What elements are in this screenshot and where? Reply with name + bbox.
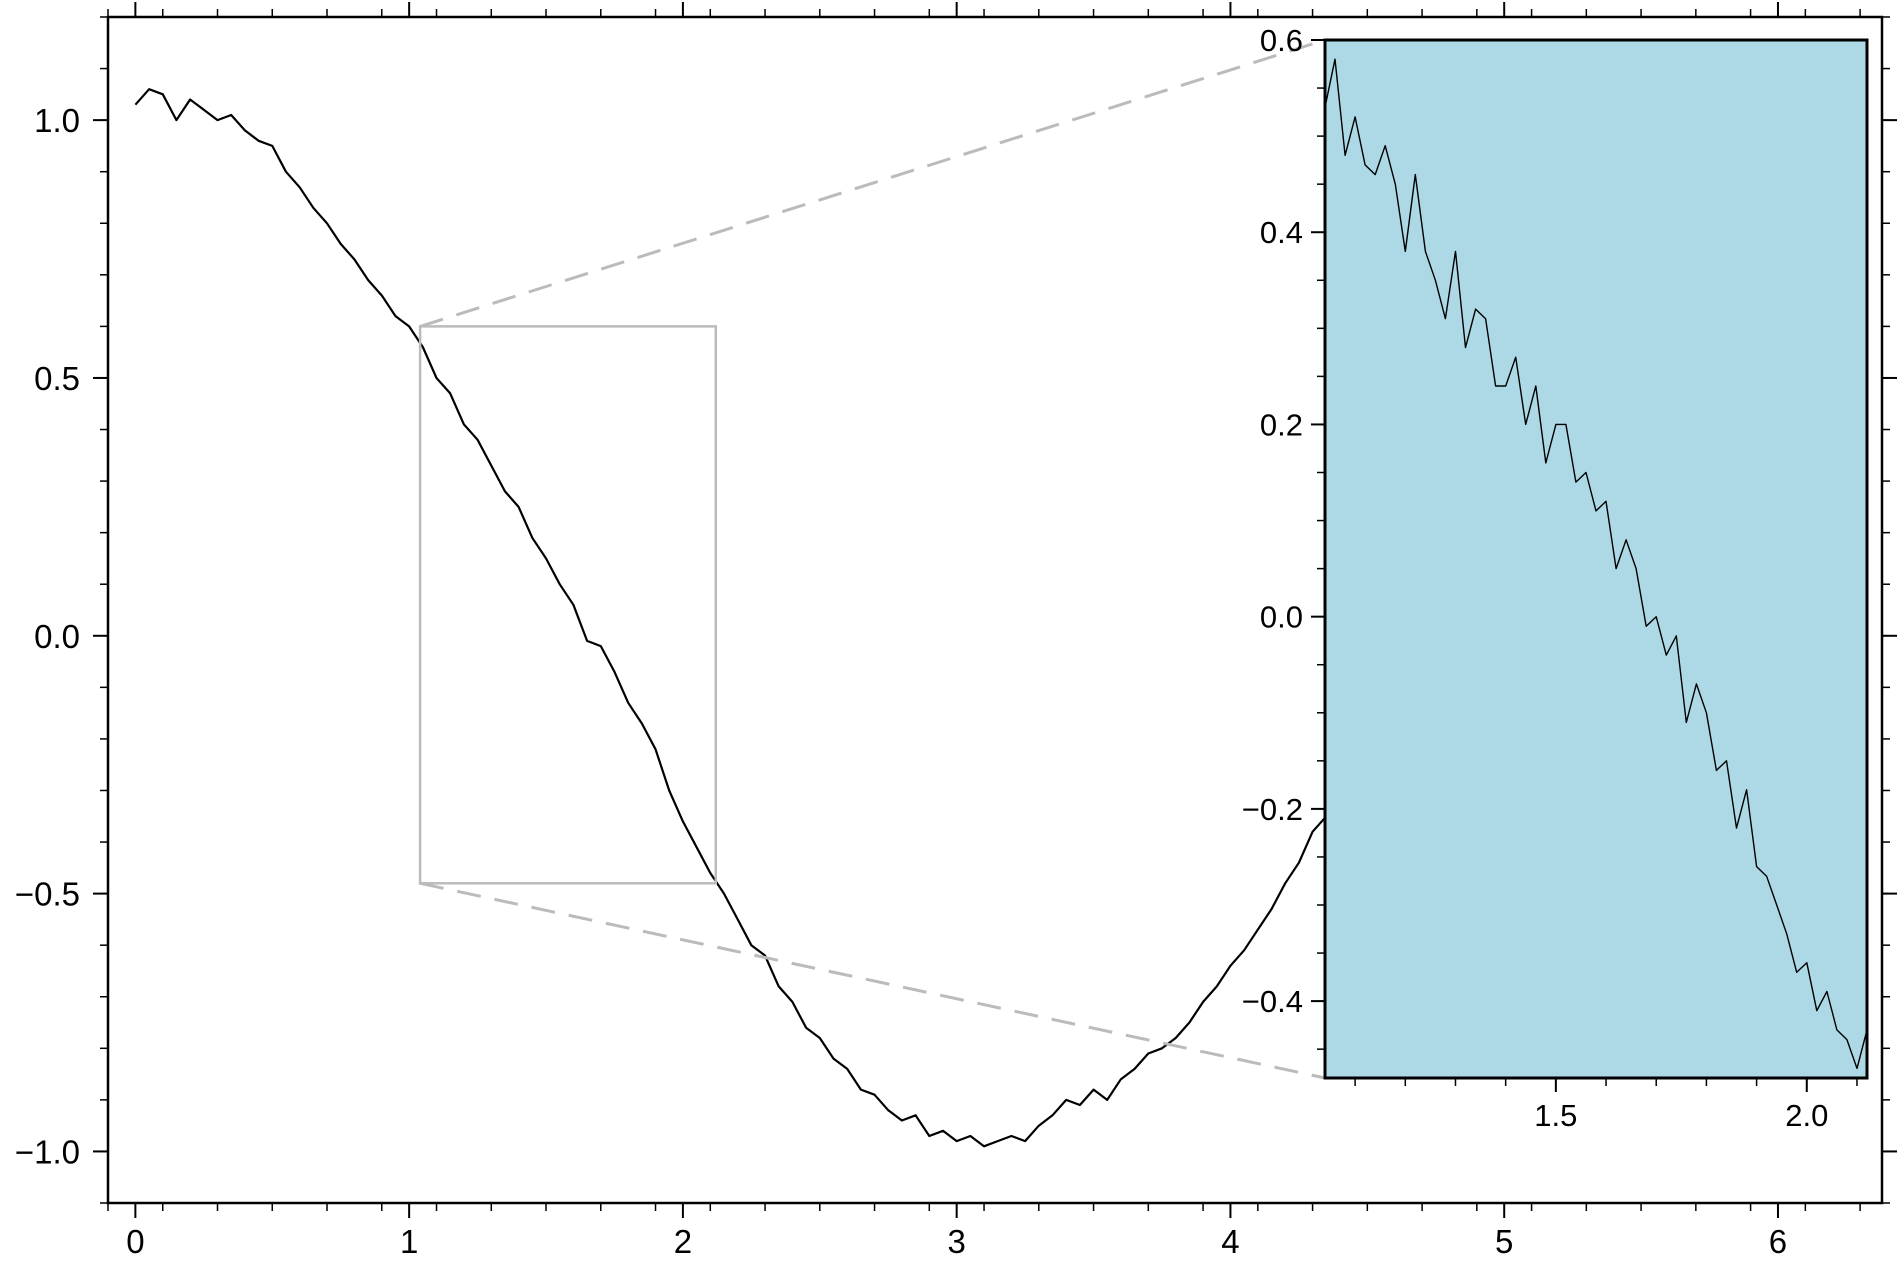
zoom-region-box <box>418 325 718 885</box>
x-tick-label: 5 <box>1495 1223 1513 1260</box>
connector-line-bottom <box>419 881 1326 1080</box>
x-tick-label: 3 <box>947 1223 965 1260</box>
y-tick-label: −1.0 <box>15 1133 80 1170</box>
inset-y-tick-label: 0.2 <box>1260 407 1303 442</box>
y-tick-label: 1.0 <box>34 102 80 139</box>
y-tick-label: 0.0 <box>34 618 80 655</box>
x-tick-label: 6 <box>1769 1223 1787 1260</box>
inset-x-tick-label: 2.0 <box>1785 1098 1828 1133</box>
inset-frame <box>1323 38 1869 1080</box>
inset-y-tick-label: −0.4 <box>1242 984 1303 1019</box>
y-tick-label: −0.5 <box>15 876 80 913</box>
x-tick-label: 2 <box>674 1223 692 1260</box>
inset-y-tick-label: 0.6 <box>1260 23 1303 58</box>
y-tick-label: 0.5 <box>34 360 80 397</box>
x-tick-label: 4 <box>1221 1223 1239 1260</box>
inset-x-tick-label: 1.5 <box>1534 1098 1577 1133</box>
inset-y-tick-label: 0.0 <box>1260 600 1303 635</box>
plot-frame <box>106 15 1884 1205</box>
connector-line-top <box>419 38 1326 328</box>
x-tick-label: 1 <box>400 1223 418 1260</box>
inset-y-tick-label: −0.2 <box>1242 792 1303 827</box>
inset-y-tick-label: 0.4 <box>1260 215 1303 250</box>
x-tick-label: 0 <box>126 1223 144 1260</box>
inset-series-line <box>1324 58 1868 1070</box>
